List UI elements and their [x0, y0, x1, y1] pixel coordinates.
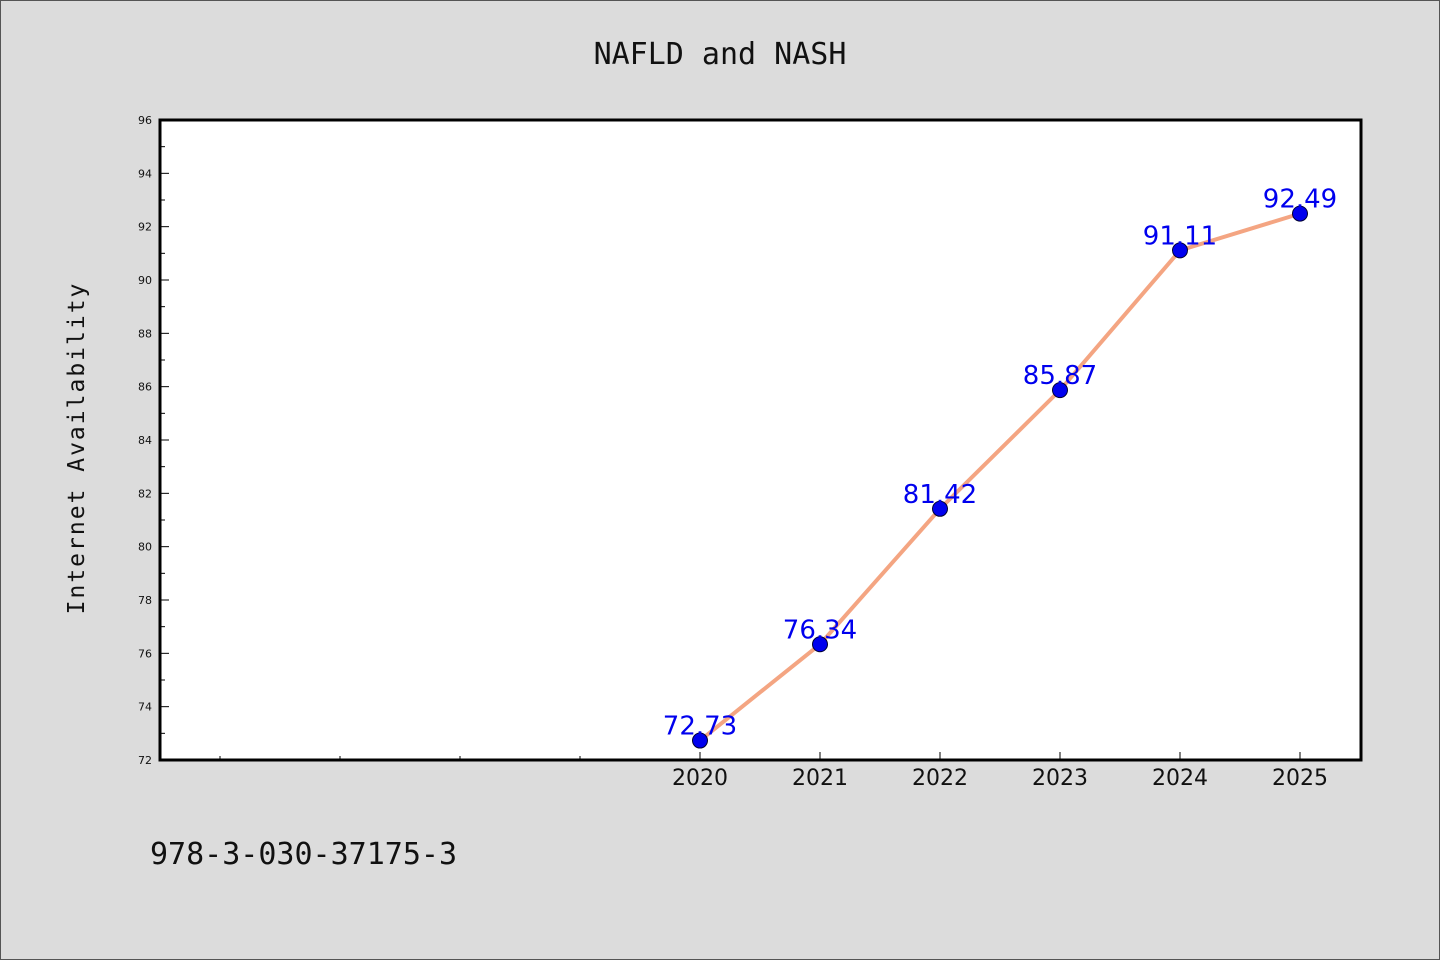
- data-series: 72.73 76.34 81.42 85.87 91.11 92.49: [663, 185, 1337, 749]
- data-point: [1052, 382, 1068, 399]
- axes: 72 74 76 78 80 82 84 86 88 90 92 94 96 2020 2021 2022 20…: [138, 114, 1328, 791]
- x-tick-label: 2020: [672, 766, 728, 791]
- data-label: 85.87: [1023, 361, 1097, 391]
- y-tick-label: 80: [138, 541, 152, 554]
- y-tick-label: 92: [138, 221, 152, 234]
- x-tick-label: 2024: [1152, 766, 1208, 791]
- y-tick-label: 94: [138, 167, 152, 180]
- footer-isbn: 978-3-030-37175-3: [150, 837, 457, 872]
- y-tick-label: 86: [138, 381, 152, 394]
- data-label: 92.49: [1263, 185, 1337, 215]
- y-tick-label: 76: [138, 647, 152, 660]
- x-tick-label: 2022: [912, 766, 968, 791]
- data-point: [932, 500, 948, 517]
- y-tick-label: 72: [138, 754, 152, 767]
- data-label: 76.34: [783, 615, 857, 645]
- x-tick-label: 2023: [1032, 766, 1088, 791]
- data-point: [1292, 205, 1308, 222]
- y-tick-label: 90: [138, 274, 152, 287]
- y-tick-label: 74: [138, 701, 152, 714]
- data-label: 81.42: [903, 480, 977, 510]
- series-line: [698, 211, 1301, 743]
- data-point: [812, 636, 828, 653]
- y-tick-label: 78: [138, 594, 152, 607]
- x-tick-label: 2021: [792, 766, 848, 791]
- data-point: [692, 732, 708, 749]
- y-tick-label: 84: [138, 434, 152, 447]
- y-tick-label: 88: [138, 327, 152, 340]
- y-tick-label: 82: [138, 487, 152, 500]
- y-tick-label: 96: [138, 114, 152, 127]
- data-label: 91.11: [1143, 221, 1217, 251]
- y-axis-label: Internet Availability: [64, 282, 90, 615]
- x-tick-label: 2025: [1272, 766, 1328, 791]
- plot-area: [158, 118, 1363, 762]
- data-label: 72.73: [663, 712, 737, 742]
- chart-title: NAFLD and NASH: [594, 37, 847, 72]
- data-point: [1172, 242, 1188, 259]
